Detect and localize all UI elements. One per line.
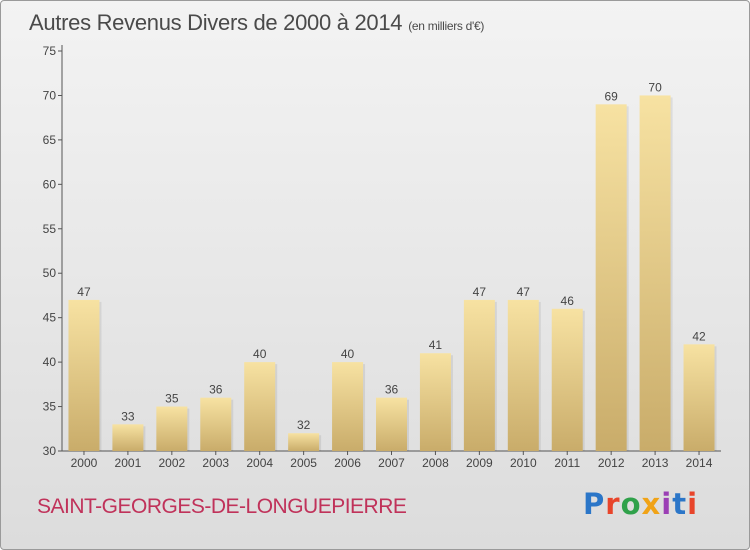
bar bbox=[244, 362, 276, 451]
bar bbox=[288, 433, 320, 451]
x-tick-label: 2008 bbox=[422, 456, 449, 470]
commune-name: SAINT-GEORGES-DE-LONGUEPIERRE bbox=[37, 495, 407, 518]
bar bbox=[68, 299, 100, 451]
bar bbox=[639, 95, 671, 451]
bar bbox=[332, 362, 364, 451]
bar-value-label: 46 bbox=[561, 294, 575, 308]
brand-logo: Proxiti bbox=[583, 487, 698, 521]
brand-letter: i bbox=[687, 487, 699, 521]
bar bbox=[200, 397, 232, 451]
y-tick-label: 45 bbox=[43, 311, 57, 325]
x-tick-label: 2012 bbox=[598, 456, 625, 470]
brand-letter: P bbox=[583, 487, 606, 521]
x-tick-label: 2005 bbox=[290, 456, 317, 470]
brand-letter: i bbox=[661, 487, 673, 521]
y-tick-label: 30 bbox=[43, 444, 57, 458]
bar bbox=[112, 424, 144, 451]
y-tick-label: 40 bbox=[43, 355, 57, 369]
x-tick-label: 2007 bbox=[378, 456, 405, 470]
bar bbox=[463, 299, 495, 451]
x-tick-label: 2009 bbox=[466, 456, 493, 470]
x-tick-label: 2002 bbox=[158, 456, 185, 470]
brand-letter: r bbox=[605, 487, 621, 521]
y-tick-label: 65 bbox=[43, 133, 57, 147]
bar bbox=[156, 406, 188, 451]
bar-value-label: 47 bbox=[473, 285, 487, 299]
bar-value-label: 40 bbox=[341, 347, 355, 361]
bar bbox=[507, 299, 539, 451]
bar-value-label: 70 bbox=[648, 80, 662, 94]
bar-value-label: 33 bbox=[121, 409, 135, 423]
bar-value-label: 47 bbox=[77, 285, 91, 299]
x-tick-label: 2011 bbox=[554, 456, 580, 470]
x-tick-label: 2001 bbox=[115, 456, 142, 470]
x-tick-label: 2006 bbox=[334, 456, 361, 470]
y-tick-label: 70 bbox=[43, 88, 57, 102]
brand-letter: t bbox=[672, 487, 688, 521]
brand-letter: o bbox=[620, 487, 642, 521]
bar-value-label: 47 bbox=[517, 285, 531, 299]
bar-value-label: 35 bbox=[165, 392, 179, 406]
bar bbox=[551, 308, 583, 451]
x-tick-label: 2014 bbox=[686, 456, 713, 470]
title-text: Autres Revenus Divers de 2000 à 2014 bbox=[29, 10, 403, 35]
y-tick-label: 50 bbox=[43, 266, 57, 280]
title-unit: (en milliers d'€) bbox=[408, 19, 485, 33]
bar-value-label: 69 bbox=[604, 89, 618, 103]
x-tick-label: 2004 bbox=[246, 456, 273, 470]
x-tick-label: 2003 bbox=[202, 456, 229, 470]
bar bbox=[419, 353, 451, 451]
bar bbox=[376, 397, 407, 451]
x-tick-label: 2013 bbox=[642, 456, 669, 470]
y-tick-label: 55 bbox=[43, 222, 57, 236]
x-tick-label: 2010 bbox=[510, 456, 537, 470]
bar-value-label: 41 bbox=[429, 338, 443, 352]
bar-value-label: 42 bbox=[692, 329, 706, 343]
brand-letter: x bbox=[641, 487, 662, 521]
bar bbox=[683, 344, 715, 451]
bar-value-label: 40 bbox=[253, 347, 267, 361]
y-tick-label: 60 bbox=[43, 177, 57, 191]
y-tick-label: 35 bbox=[43, 400, 57, 414]
chart-title: Autres Revenus Divers de 2000 à 2014 (en … bbox=[29, 10, 484, 36]
bar-value-label: 36 bbox=[209, 383, 223, 397]
bar bbox=[595, 104, 627, 451]
y-tick-label: 75 bbox=[43, 44, 57, 58]
x-tick-label: 2000 bbox=[71, 456, 98, 470]
bar-value-label: 32 bbox=[297, 418, 311, 432]
bar-value-label: 36 bbox=[385, 383, 399, 397]
